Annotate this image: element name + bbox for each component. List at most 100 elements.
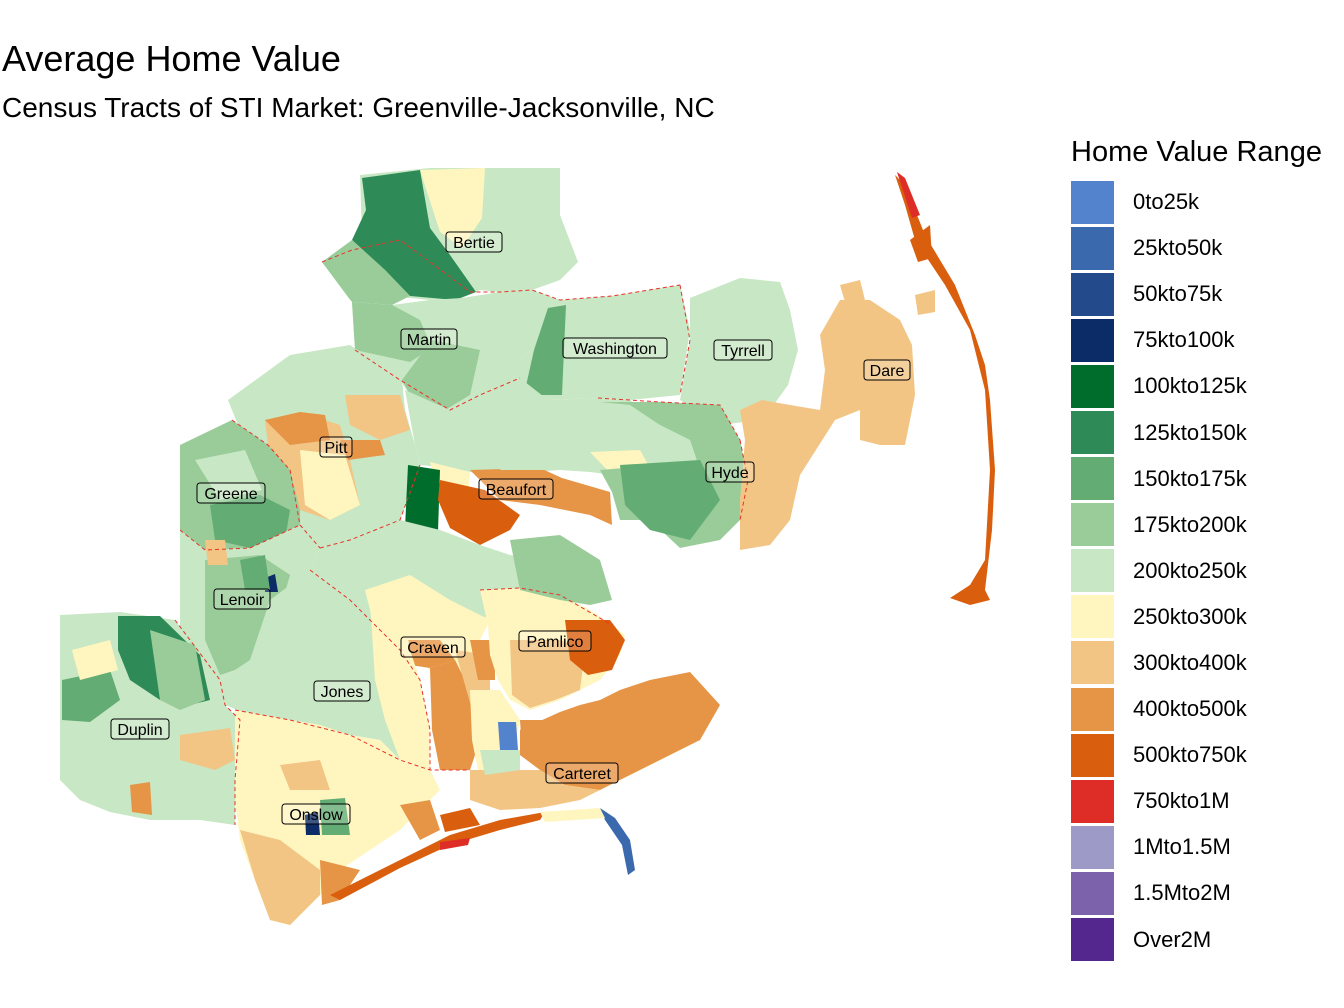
legend-label: 500kto750k	[1133, 742, 1247, 768]
tract-region	[322, 240, 410, 305]
county-label-martin: Martin	[400, 328, 458, 350]
legend-item: 1Mto1.5M	[1071, 824, 1344, 870]
tract-region	[210, 495, 290, 548]
tract-region	[520, 720, 548, 750]
svg-text:Lenoir: Lenoir	[220, 592, 265, 609]
legend-swatch	[1071, 457, 1114, 501]
tract-region	[265, 412, 330, 445]
tract-region	[330, 812, 545, 900]
county-label-jones: Jones	[313, 680, 371, 702]
svg-text:Onslow: Onslow	[289, 807, 343, 824]
tract-region	[320, 798, 350, 835]
tract-map: Bertie Martin Washington Tyrrell Dare Pi…	[60, 168, 995, 925]
tract-region	[510, 535, 612, 605]
svg-text:Dare: Dare	[870, 363, 905, 380]
legend-label: 150kto175k	[1133, 465, 1247, 491]
legend-item: 250kto300k	[1071, 594, 1344, 640]
legend-label: 125kto150k	[1133, 419, 1247, 445]
legend-label: 0to25k	[1133, 189, 1200, 215]
county-boundary	[231, 419, 321, 549]
legend-swatch	[1071, 318, 1114, 362]
legend-swatch	[1071, 411, 1114, 455]
legend-item: 75kto100k	[1071, 317, 1344, 363]
legend-label: 300kto400k	[1133, 649, 1247, 675]
tract-region	[565, 620, 625, 675]
legend-swatch	[1071, 871, 1114, 915]
legend-swatch	[1071, 364, 1114, 408]
legend-swatch	[1071, 272, 1114, 316]
county-boundary	[234, 709, 470, 771]
svg-text:Martin: Martin	[407, 332, 451, 349]
legend-item: 100kto125k	[1071, 363, 1344, 409]
legend-items: 0to25k 25kto50k 50kto75k 75kto100k 100kto125…	[1071, 179, 1344, 963]
tract-region	[220, 570, 430, 770]
legend-item: 25kto50k	[1071, 225, 1344, 271]
legend-swatch	[1071, 733, 1114, 777]
county-label-craven: Craven	[400, 636, 466, 658]
tract-region	[130, 782, 152, 815]
legend-label: 75kto100k	[1133, 327, 1235, 353]
tract-region	[520, 672, 720, 790]
county-boundary	[174, 619, 241, 825]
tract-region	[240, 830, 320, 925]
legend-swatch	[1071, 226, 1114, 270]
tract-region	[480, 750, 520, 775]
tract-region	[440, 808, 480, 832]
legend-label: 100kto125k	[1133, 373, 1247, 399]
legend-label: 25kto50k	[1133, 235, 1223, 261]
legend-label: 400kto500k	[1133, 696, 1247, 722]
tract-region	[400, 640, 455, 668]
legend-item: 1.5Mto2M	[1071, 870, 1344, 916]
tract-region	[470, 770, 600, 810]
county-boundary	[679, 284, 691, 396]
svg-text:Jones: Jones	[321, 684, 364, 701]
tract-region	[420, 168, 485, 248]
tract-region	[440, 838, 470, 850]
tract-region	[498, 722, 518, 750]
legend-swatch	[1071, 180, 1114, 224]
tract-region	[897, 172, 920, 218]
legend-swatch	[1071, 641, 1114, 685]
svg-text:Duplin: Duplin	[117, 722, 162, 739]
legend-label: 250kto300k	[1133, 603, 1247, 629]
county-label-beaufort: Beaufort	[478, 478, 554, 500]
legend-label: Over2M	[1133, 926, 1212, 952]
county-label-dare: Dare	[863, 359, 911, 381]
tract-region	[600, 808, 635, 875]
tract-region	[280, 760, 330, 790]
legend-swatch	[1071, 687, 1114, 731]
legend-item: 175kto200k	[1071, 502, 1344, 548]
legend-swatch	[1071, 549, 1114, 593]
tract-region	[405, 465, 440, 532]
legend-item: 125kto150k	[1071, 409, 1344, 455]
tract-region	[320, 860, 360, 905]
legend-item: 0to25k	[1071, 179, 1344, 225]
svg-text:Hyde: Hyde	[711, 465, 748, 482]
tract-region	[438, 480, 520, 545]
chart-subtitle: Census Tracts of STI Market: Greenville-…	[2, 92, 715, 123]
legend-item: 400kto500k	[1071, 686, 1344, 732]
county-label-greene: Greene	[196, 482, 266, 504]
legend-swatch	[1071, 503, 1114, 547]
county-label-hyde: Hyde	[705, 461, 755, 483]
tract-region	[470, 468, 612, 525]
county-label-pitt: Pitt	[319, 436, 353, 458]
county-boundary	[597, 397, 741, 441]
tract-region	[72, 640, 118, 680]
legend-label: 50kto75k	[1133, 281, 1223, 307]
tract-region	[195, 450, 262, 500]
legend-item: 750kto1M	[1071, 778, 1344, 824]
tract-region	[352, 302, 432, 362]
county-boundary	[354, 349, 521, 411]
tract-region	[205, 540, 228, 565]
tract-region	[680, 278, 798, 425]
svg-text:Carteret: Carteret	[553, 766, 611, 783]
legend-item: 150kto175k	[1071, 456, 1344, 502]
tract-region	[910, 225, 932, 262]
tract-region	[352, 170, 476, 300]
legend-item: 500kto750k	[1071, 732, 1344, 778]
legend-item: Over2M	[1071, 917, 1344, 963]
legend-swatch	[1071, 825, 1114, 869]
chart-title: Average Home Value	[2, 38, 341, 79]
tract-region	[62, 670, 120, 722]
